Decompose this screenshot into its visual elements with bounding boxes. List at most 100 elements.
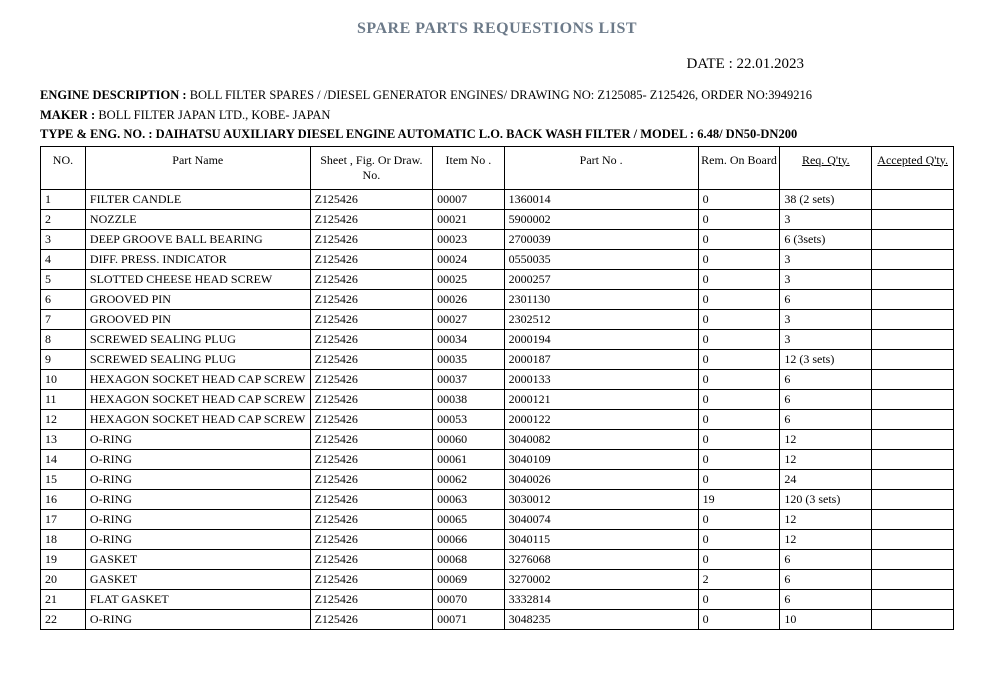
cell-sheet: Z125426 (310, 549, 433, 569)
cell-acc (872, 229, 954, 249)
parts-table: NO. Part Name Sheet , Fig. Or Draw. No. … (40, 146, 954, 630)
table-row: 19GASKETZ12542600068327606806 (41, 549, 954, 569)
table-row: 7GROOVED PINZ12542600027230251203 (41, 309, 954, 329)
cell-part-name: GASKET (85, 569, 310, 589)
col-req: Req. Q'ty. (780, 146, 872, 189)
cell-rem: 0 (698, 369, 780, 389)
cell-item-no: 00007 (433, 189, 504, 209)
col-acc: Accepted Q'ty. (872, 146, 954, 189)
cell-no: 4 (41, 249, 86, 269)
cell-no: 1 (41, 189, 86, 209)
cell-item-no: 00065 (433, 509, 504, 529)
cell-req: 3 (780, 329, 872, 349)
cell-rem: 0 (698, 289, 780, 309)
cell-req: 6 (780, 549, 872, 569)
cell-part-name: O-RING (85, 609, 310, 629)
cell-sheet: Z125426 (310, 409, 433, 429)
cell-part-no: 3332814 (504, 589, 698, 609)
cell-item-no: 00068 (433, 549, 504, 569)
cell-part-no: 3270002 (504, 569, 698, 589)
cell-rem: 0 (698, 269, 780, 289)
cell-req: 3 (780, 309, 872, 329)
cell-acc (872, 329, 954, 349)
date-label: DATE : (687, 56, 737, 72)
cell-acc (872, 349, 954, 369)
page-title: SPARE PARTS REQUESTIONS LIST (40, 20, 954, 38)
table-row: 11HEXAGON SOCKET HEAD CAP SCREWZ12542600… (41, 389, 954, 409)
cell-part-no: 3040109 (504, 449, 698, 469)
cell-acc (872, 589, 954, 609)
cell-sheet: Z125426 (310, 389, 433, 409)
col-part-name: Part Name (85, 146, 310, 189)
col-sheet: Sheet , Fig. Or Draw. No. (310, 146, 433, 189)
cell-no: 20 (41, 569, 86, 589)
cell-part-name: O-RING (85, 529, 310, 549)
cell-part-no: 2000194 (504, 329, 698, 349)
table-row: 13O-RINGZ125426000603040082012 (41, 429, 954, 449)
cell-part-no: 3276068 (504, 549, 698, 569)
cell-sheet: Z125426 (310, 249, 433, 269)
cell-part-no: 2000133 (504, 369, 698, 389)
cell-rem: 0 (698, 509, 780, 529)
cell-acc (872, 489, 954, 509)
cell-item-no: 00061 (433, 449, 504, 469)
cell-item-no: 00034 (433, 329, 504, 349)
cell-part-name: O-RING (85, 489, 310, 509)
cell-part-name: HEXAGON SOCKET HEAD CAP SCREW (85, 369, 310, 389)
cell-part-no: 3040074 (504, 509, 698, 529)
cell-sheet: Z125426 (310, 609, 433, 629)
cell-req: 12 (780, 429, 872, 449)
cell-part-name: O-RING (85, 509, 310, 529)
meta-line-1: ENGINE DESCRIPTION : BOLL FILTER SPARES … (40, 87, 954, 105)
table-row: 16O-RINGZ12542600063303001219120 (3 sets… (41, 489, 954, 509)
meta-line-2: MAKER : BOLL FILTER JAPAN LTD., KOBE- JA… (40, 107, 954, 125)
cell-part-name: GROOVED PIN (85, 289, 310, 309)
cell-req: 3 (780, 249, 872, 269)
cell-sheet: Z125426 (310, 289, 433, 309)
cell-req: 3 (780, 209, 872, 229)
table-row: 21FLAT GASKETZ12542600070333281406 (41, 589, 954, 609)
col-item-no: Item No . (433, 146, 504, 189)
cell-acc (872, 569, 954, 589)
cell-item-no: 00070 (433, 589, 504, 609)
cell-sheet: Z125426 (310, 329, 433, 349)
cell-acc (872, 609, 954, 629)
cell-no: 10 (41, 369, 86, 389)
cell-part-no: 2000122 (504, 409, 698, 429)
cell-acc (872, 529, 954, 549)
table-header-row: NO. Part Name Sheet , Fig. Or Draw. No. … (41, 146, 954, 189)
cell-item-no: 00027 (433, 309, 504, 329)
cell-rem: 0 (698, 229, 780, 249)
cell-acc (872, 249, 954, 269)
cell-item-no: 00035 (433, 349, 504, 369)
cell-no: 22 (41, 609, 86, 629)
meta-value-2: BOLL FILTER JAPAN LTD., KOBE- JAPAN (98, 108, 330, 122)
meta-line-3: TYPE & ENG. NO. : DAIHATSU AUXILIARY DIE… (40, 126, 954, 144)
cell-sheet: Z125426 (310, 309, 433, 329)
cell-item-no: 00021 (433, 209, 504, 229)
cell-acc (872, 549, 954, 569)
cell-rem: 0 (698, 469, 780, 489)
cell-req: 24 (780, 469, 872, 489)
col-part-no: Part No . (504, 146, 698, 189)
cell-req: 6 (780, 569, 872, 589)
table-row: 1FILTER CANDLEZ125426000071360014038 (2 … (41, 189, 954, 209)
cell-item-no: 00026 (433, 289, 504, 309)
cell-part-no: 2302512 (504, 309, 698, 329)
cell-rem: 0 (698, 529, 780, 549)
cell-req: 12 (780, 529, 872, 549)
meta-label-3: TYPE & ENG. NO. : (40, 127, 156, 141)
cell-rem: 2 (698, 569, 780, 589)
col-rem: Rem. On Board (698, 146, 780, 189)
cell-req: 6 (780, 409, 872, 429)
cell-rem: 0 (698, 389, 780, 409)
cell-req: 120 (3 sets) (780, 489, 872, 509)
cell-sheet: Z125426 (310, 189, 433, 209)
cell-acc (872, 429, 954, 449)
cell-part-no: 0550035 (504, 249, 698, 269)
cell-no: 12 (41, 409, 86, 429)
cell-part-no: 1360014 (504, 189, 698, 209)
cell-req: 12 (3 sets) (780, 349, 872, 369)
cell-sheet: Z125426 (310, 429, 433, 449)
table-row: 5SLOTTED CHEESE HEAD SCREWZ1254260002520… (41, 269, 954, 289)
